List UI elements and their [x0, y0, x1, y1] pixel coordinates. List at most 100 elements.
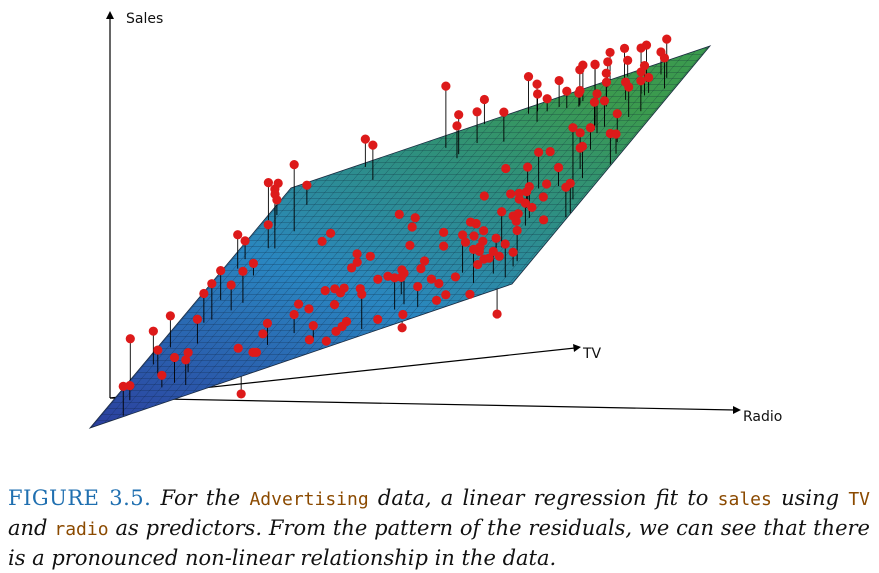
data-point: [226, 280, 236, 290]
data-point: [329, 299, 340, 310]
data-point: [601, 77, 612, 87]
data-point: [335, 288, 346, 298]
data-point: [262, 318, 273, 328]
data-point: [585, 123, 596, 133]
data-point: [492, 309, 502, 319]
data-point: [441, 290, 451, 300]
radio-axis-arrow: [733, 406, 741, 414]
data-point: [500, 239, 510, 249]
data-point: [169, 352, 180, 363]
data-point: [662, 34, 672, 44]
data-point: [251, 347, 262, 358]
caption-text-4: and: [8, 516, 48, 540]
data-point: [416, 263, 426, 274]
data-point: [450, 272, 461, 282]
data-point: [270, 184, 280, 194]
data-point: [317, 236, 327, 246]
data-point: [360, 134, 370, 144]
data-point: [545, 146, 555, 157]
data-point: [458, 230, 468, 240]
sales-axis-arrow: [106, 11, 114, 19]
data-point: [355, 284, 365, 294]
data-point: [508, 247, 518, 257]
data-point: [488, 246, 498, 256]
data-point: [413, 281, 423, 292]
data-point: [472, 107, 482, 117]
data-point: [568, 123, 578, 133]
data-point: [263, 220, 273, 230]
data-point: [479, 226, 489, 236]
data-point: [553, 162, 564, 173]
data-point: [390, 273, 400, 283]
caption-predictor-tv: TV: [848, 489, 871, 510]
data-point: [534, 147, 544, 157]
data-point: [293, 299, 304, 309]
data-point: [165, 311, 175, 321]
data-point: [272, 195, 282, 205]
data-point: [352, 249, 362, 259]
data-point: [236, 389, 246, 399]
data-point: [308, 321, 318, 331]
data-point: [454, 110, 464, 120]
data-point: [601, 68, 611, 78]
data-point: [157, 370, 167, 380]
data-point: [523, 162, 533, 172]
data-point: [499, 107, 509, 117]
data-point: [562, 86, 572, 96]
axes: Sales TV Radio: [106, 11, 782, 425]
data-point: [331, 326, 341, 337]
data-point: [373, 314, 383, 324]
data-point: [240, 236, 250, 246]
data-point: [513, 209, 523, 219]
data-point: [623, 55, 633, 65]
data-point: [575, 128, 585, 138]
data-point: [506, 189, 516, 199]
data-point: [233, 230, 243, 240]
data-point: [320, 286, 330, 296]
caption-text-2: data, a linear regression fit to: [377, 486, 709, 510]
caption-response: sales: [717, 489, 772, 510]
radio-axis: [109, 397, 736, 411]
data-point: [659, 53, 670, 63]
data-point: [125, 334, 135, 344]
data-point: [207, 279, 217, 289]
data-point: [148, 326, 158, 336]
data-point: [216, 265, 226, 276]
data-point: [434, 278, 444, 289]
data-point: [394, 209, 404, 219]
data-point: [575, 85, 585, 96]
data-point: [125, 381, 135, 391]
data-point: [471, 219, 481, 229]
data-point: [405, 240, 415, 250]
data-point: [426, 274, 437, 284]
data-point: [199, 288, 209, 299]
data-point: [373, 274, 383, 284]
data-point: [258, 329, 268, 339]
data-point: [644, 72, 654, 83]
data-point: [263, 178, 273, 188]
radio-axis-label: Radio: [743, 409, 782, 425]
data-point: [590, 59, 600, 69]
data-point: [397, 265, 407, 275]
data-point: [407, 222, 417, 232]
data-point: [538, 192, 548, 202]
data-points: [118, 34, 672, 399]
data-point: [410, 213, 420, 223]
data-point: [484, 253, 494, 263]
data-point: [431, 295, 442, 305]
data-point: [479, 94, 490, 105]
data-point: [554, 75, 564, 86]
data-point: [541, 179, 552, 189]
data-point: [636, 67, 646, 77]
data-point: [561, 182, 571, 192]
regression-plane-figure: Sales TV Radio: [88, 11, 782, 429]
data-point: [592, 89, 602, 99]
data-point: [599, 96, 610, 106]
data-point: [605, 47, 615, 58]
data-point: [497, 207, 507, 217]
tv-axis-label: TV: [582, 346, 602, 362]
caption-dataset: Advertising: [249, 489, 369, 510]
data-point: [611, 129, 621, 139]
data-point: [468, 244, 479, 255]
data-point: [465, 289, 475, 299]
